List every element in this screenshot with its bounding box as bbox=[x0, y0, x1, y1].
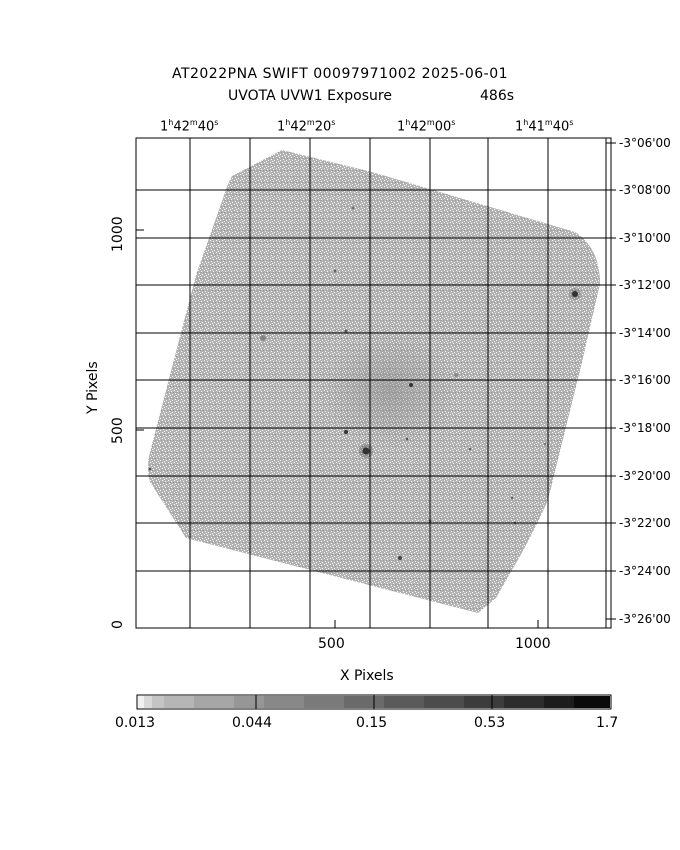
dec-tick-2: -3°08'00 bbox=[619, 183, 671, 197]
exposure-time: 486s bbox=[480, 88, 515, 104]
colorbar-label-3: 0.15 bbox=[356, 715, 388, 731]
colorbar-label-1: 0.013 bbox=[115, 715, 156, 731]
x-axis-label: X Pixels bbox=[340, 668, 394, 684]
colorbar bbox=[136, 694, 612, 710]
x-tick-1000: 1000 bbox=[515, 636, 551, 652]
dec-tick-6: -3°16'00 bbox=[619, 373, 671, 387]
ra-tick-4: 1h41m40s bbox=[515, 118, 574, 135]
y-axis-label: Y Pixels bbox=[85, 361, 101, 414]
colorbar-label-4: 0.53 bbox=[474, 715, 506, 731]
ra-tick-1: 1h42m40s bbox=[160, 118, 219, 135]
y-tick-500: 500 bbox=[110, 417, 126, 444]
dec-tick-5: -3°14'00 bbox=[619, 326, 671, 340]
y-tick-1000: 1000 bbox=[110, 216, 126, 252]
plot-frame bbox=[135, 137, 612, 629]
x-tick-500: 500 bbox=[318, 636, 345, 652]
dec-tick-1: -3°06'00 bbox=[619, 136, 671, 150]
colorbar-label-5: 1.7 bbox=[596, 715, 619, 731]
dec-tick-4: -3°12'00 bbox=[619, 278, 671, 292]
dec-tick-9: -3°22'00 bbox=[619, 516, 671, 530]
ra-tick-3: 1h42m00s bbox=[397, 118, 456, 135]
colorbar-label-2: 0.044 bbox=[232, 715, 273, 731]
image-title: AT2022PNA SWIFT 00097971002 2025-06-01 bbox=[171, 66, 509, 82]
dec-tick-11: -3°26'00 bbox=[619, 612, 671, 626]
dec-tick-3: -3°10'00 bbox=[619, 231, 671, 245]
y-tick-0: 0 bbox=[110, 620, 126, 629]
exposure-filter-label: UVOTA UVW1 Exposure bbox=[228, 88, 392, 104]
diffuse-glow bbox=[320, 330, 460, 450]
coordinate-grid bbox=[136, 138, 611, 628]
dec-tick-10: -3°24'00 bbox=[619, 564, 671, 578]
ra-tick-2: 1h42m20s bbox=[277, 118, 336, 135]
pixel-ticks bbox=[136, 229, 539, 629]
dec-tick-8: -3°20'00 bbox=[619, 469, 671, 483]
dec-tick-7: -3°18'00 bbox=[619, 421, 671, 435]
sky-ticks bbox=[606, 142, 616, 620]
